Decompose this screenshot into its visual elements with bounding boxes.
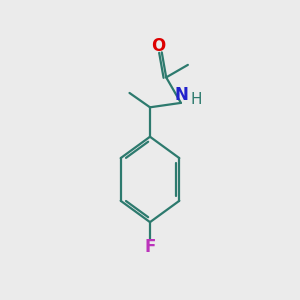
Text: F: F (144, 238, 156, 256)
Text: O: O (151, 37, 165, 55)
Text: N: N (175, 85, 189, 103)
Text: H: H (190, 92, 202, 107)
